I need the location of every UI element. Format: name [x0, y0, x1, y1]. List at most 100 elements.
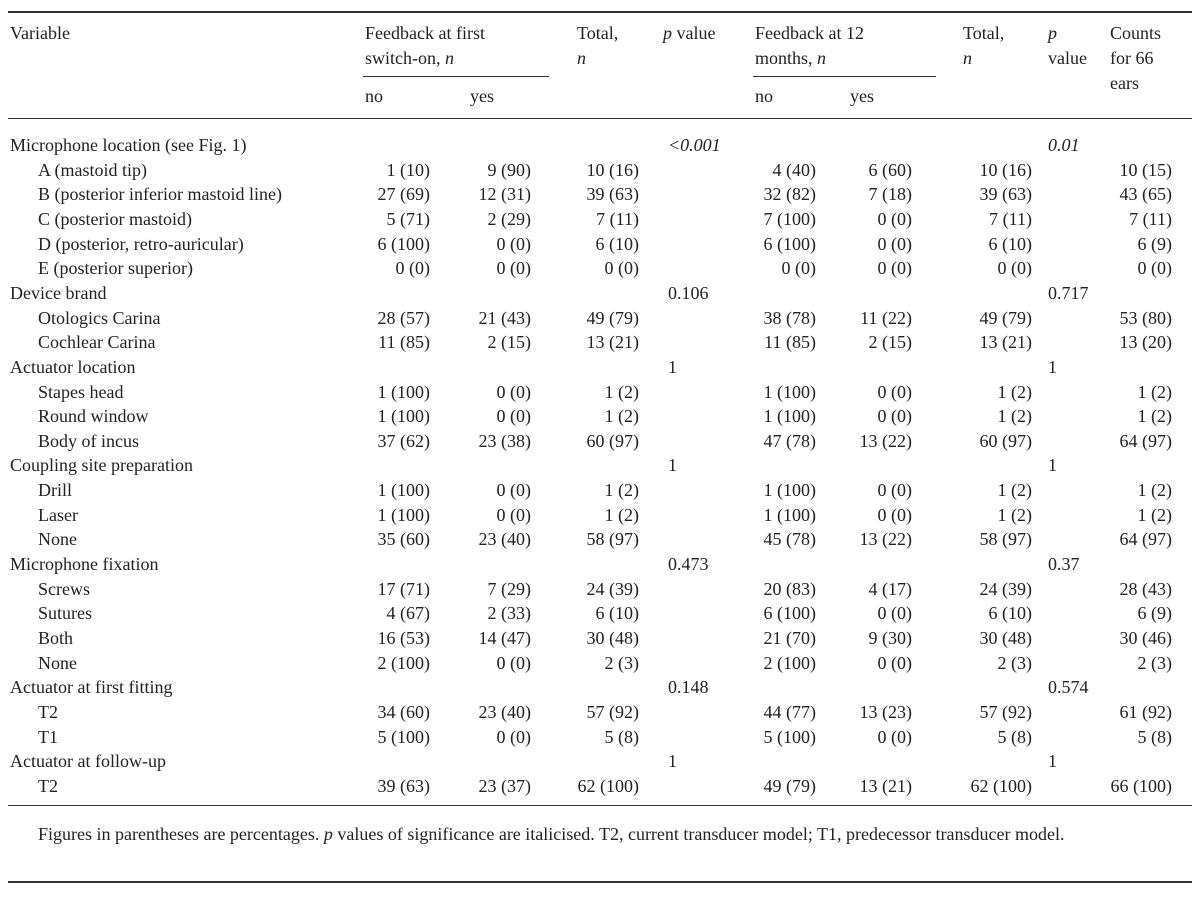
text-run: value: [1048, 48, 1087, 68]
text-run: Feedback at 12: [755, 23, 864, 43]
p-value: 1: [668, 751, 677, 772]
row-label: Screws: [38, 578, 90, 599]
cell: 58 (97): [979, 529, 1033, 550]
cell: 7 (100): [763, 208, 817, 229]
section-label: Microphone location (see Fig. 1): [10, 135, 247, 155]
cell: 49 (79): [586, 307, 640, 328]
header-cell: Feedback at first: [365, 21, 485, 45]
cell: 6 (10): [595, 603, 640, 624]
text-run: switch-on,: [365, 48, 445, 68]
bottom-rule: [8, 881, 1192, 883]
section-label: Actuator at first fitting: [10, 677, 173, 698]
row-label: C (posterior mastoid): [38, 208, 192, 229]
text-run: Feedback at first: [365, 23, 485, 43]
cell: 11 (85): [764, 332, 816, 353]
row-label: None: [38, 529, 77, 550]
cell: 5 (8): [997, 726, 1033, 747]
row-label: T2: [38, 701, 58, 722]
cell: 5 (71): [386, 208, 431, 229]
header-cell: p value: [663, 21, 715, 45]
text-run: Figures in parentheses are percentages.: [38, 824, 324, 844]
text-run: p: [323, 824, 333, 844]
cell: 12 (31): [478, 184, 532, 205]
cell: 6 (10): [988, 603, 1033, 624]
cell: 5 (8): [1137, 726, 1173, 747]
text-run: n: [963, 48, 972, 68]
cell: 43 (65): [1119, 184, 1173, 205]
p-value: 1: [668, 356, 677, 377]
row-label: A (mastoid tip): [38, 159, 147, 180]
header-cell: for 66: [1110, 46, 1154, 70]
header-cell: n: [963, 46, 972, 70]
cell: 0 (0): [496, 381, 532, 402]
cell: 53 (80): [1119, 307, 1173, 328]
subheader: no: [755, 86, 773, 106]
header-rule: [8, 118, 1192, 119]
header-cell: ears: [1110, 71, 1139, 95]
cell: 1 (2): [997, 381, 1033, 402]
cell: 0 (0): [604, 258, 640, 279]
cell: 20 (83): [763, 578, 817, 599]
cell: 60 (97): [586, 430, 640, 451]
cell: 17 (71): [377, 578, 431, 599]
cell: 27 (69): [377, 184, 431, 205]
cell: 0 (0): [496, 406, 532, 427]
header-cell: Total,: [963, 21, 1004, 45]
cell: 21 (43): [478, 307, 532, 328]
cell: 23 (37): [478, 775, 532, 796]
text-run: value: [672, 23, 716, 43]
cell: 1 (100): [377, 480, 431, 501]
header-cell: p: [1048, 21, 1057, 45]
cell: 24 (39): [979, 578, 1033, 599]
text-run: Total,: [577, 23, 619, 43]
cell: 47 (78): [763, 430, 817, 451]
cell: 7 (11): [596, 208, 639, 229]
cell: 13 (23): [859, 701, 913, 722]
cell: 0 (0): [496, 258, 532, 279]
row-label: Stapes head: [38, 381, 124, 402]
cell: 30 (46): [1119, 628, 1173, 648]
cell: 1 (100): [377, 381, 431, 402]
cell: 0 (0): [781, 258, 817, 279]
cell: 1 (2): [604, 480, 640, 501]
p-value: 0.37: [1048, 554, 1080, 575]
cell: 0 (0): [395, 258, 431, 279]
cell: 6 (10): [988, 233, 1033, 254]
section-label: Device brand: [10, 282, 107, 303]
cell: 62 (100): [970, 775, 1033, 796]
cell: 0 (0): [1137, 258, 1173, 279]
row-label: E (posterior superior): [38, 258, 193, 279]
cell: 1 (2): [604, 406, 640, 427]
cell: 1 (100): [763, 381, 817, 402]
cell: 1 (100): [763, 504, 817, 525]
cell: 10 (15): [1119, 159, 1173, 180]
cell: 39 (63): [586, 184, 640, 205]
text-run: p: [663, 23, 672, 43]
cell: 0 (0): [997, 258, 1033, 279]
cell: 13 (22): [859, 430, 913, 451]
cell: 6 (9): [1137, 233, 1173, 254]
cell: 7 (11): [989, 208, 1032, 229]
cell: 66 (100): [1110, 775, 1173, 796]
cell: 2 (3): [604, 652, 640, 673]
table-bottom-rule: [8, 805, 1192, 806]
cell: 13 (20): [1119, 332, 1173, 353]
cell: 0 (0): [877, 504, 913, 525]
text-run: n: [445, 48, 454, 68]
p-value: 0.473: [668, 554, 709, 575]
cell: 2 (3): [997, 652, 1033, 673]
cell: 30 (48): [979, 628, 1033, 648]
row-label: Sutures: [38, 603, 92, 624]
cell: 57 (92): [979, 701, 1033, 722]
cell: 10 (16): [586, 159, 640, 180]
cell: 2 (100): [377, 652, 431, 673]
row-label: Body of incus: [38, 430, 139, 451]
cell: 11 (85): [378, 332, 430, 353]
cell: 1 (100): [763, 406, 817, 427]
cell: 11 (22): [860, 307, 912, 328]
cell: 64 (97): [1119, 430, 1173, 451]
cell: 1 (2): [1137, 406, 1173, 427]
cell: 1 (2): [1137, 480, 1173, 501]
text-run: n: [577, 48, 586, 68]
cell: 34 (60): [377, 701, 431, 722]
